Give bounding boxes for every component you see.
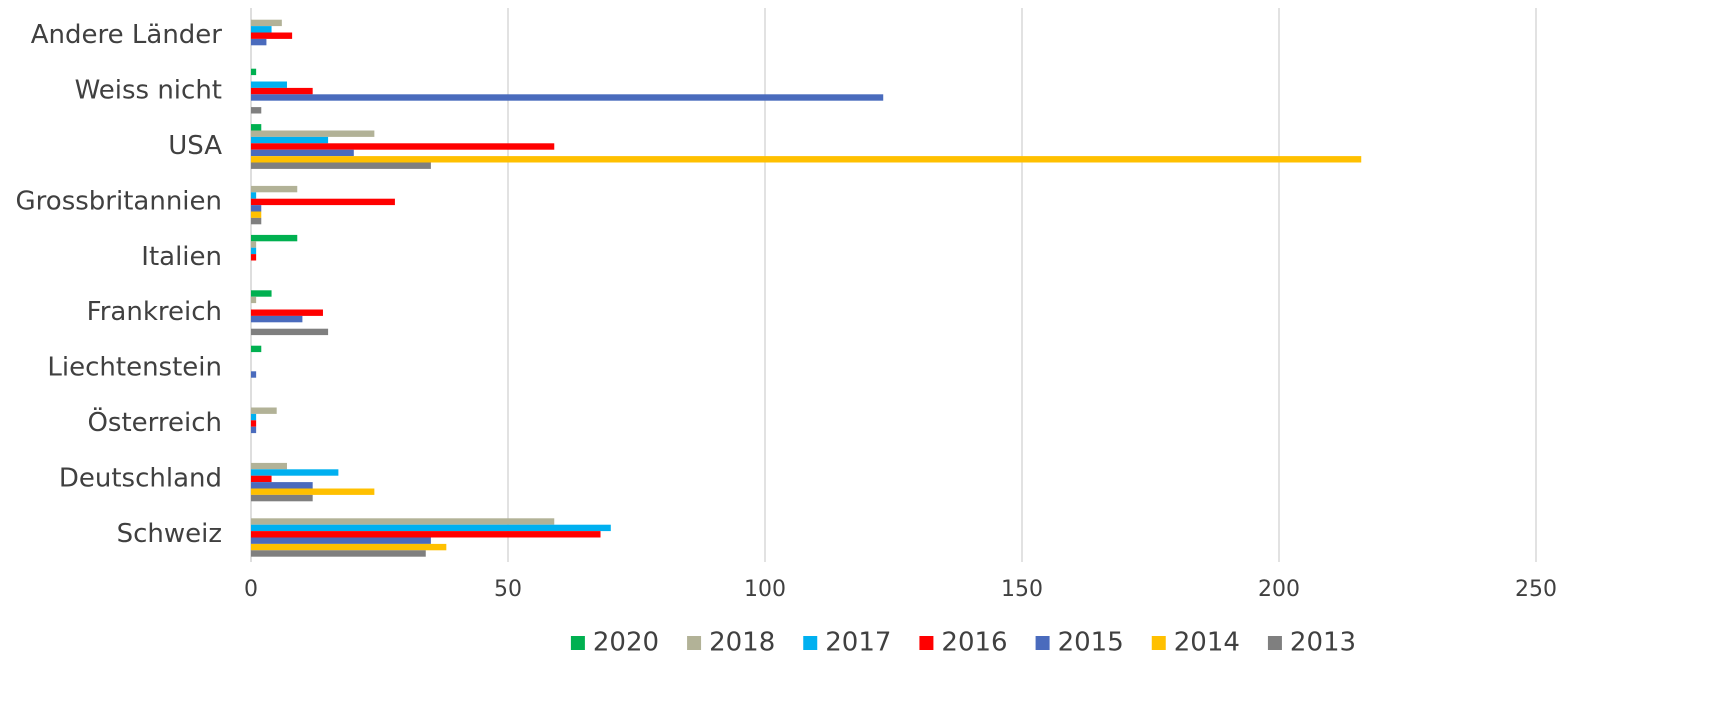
bar	[251, 518, 555, 525]
legend-swatch	[803, 636, 818, 650]
bar	[251, 531, 601, 538]
bar	[251, 315, 303, 323]
bar	[251, 296, 257, 304]
bar	[251, 309, 323, 316]
bar	[251, 38, 267, 46]
bar	[251, 543, 447, 551]
bar	[251, 328, 329, 336]
y-tick-label: Frankreich	[87, 297, 222, 327]
legend-swatch	[1151, 636, 1166, 650]
bar	[251, 205, 262, 212]
y-tick-label: Grossbritannien	[16, 186, 222, 216]
bar	[251, 407, 277, 414]
bar	[251, 494, 313, 502]
x-tick-label: 150	[1001, 577, 1043, 602]
x-tick-label: 200	[1258, 577, 1300, 602]
bar	[251, 241, 257, 248]
bar	[251, 192, 257, 199]
bar	[251, 162, 431, 169]
bar	[251, 290, 272, 297]
bar	[251, 371, 257, 378]
legend-label: 2013	[1290, 628, 1356, 658]
bar	[251, 68, 257, 76]
legend-label: 2014	[1174, 628, 1240, 658]
bar	[251, 87, 313, 95]
x-tick-label: 100	[744, 577, 786, 602]
x-tick-label: 0	[244, 577, 258, 602]
bar	[251, 217, 262, 225]
y-tick-label: Italien	[141, 242, 222, 272]
y-tick-label: Weiss nicht	[75, 76, 222, 106]
y-tick-label: Liechtenstein	[47, 353, 222, 383]
legend-label: 2017	[825, 628, 891, 658]
bar	[251, 136, 329, 144]
legend-label: 2020	[593, 628, 659, 658]
legend-swatch	[687, 636, 702, 650]
legend-label: 2018	[709, 628, 775, 658]
bar	[251, 426, 257, 434]
bar	[251, 469, 339, 476]
bar	[251, 234, 298, 242]
bar	[251, 475, 272, 483]
y-tick-label: Österreich	[87, 406, 222, 438]
bar	[251, 254, 257, 261]
legend-swatch	[1035, 636, 1050, 650]
bar	[251, 462, 287, 470]
bar	[251, 420, 257, 427]
legend-swatch	[919, 636, 934, 650]
legend-swatch	[570, 636, 585, 650]
y-tick-label: Andere Länder	[31, 20, 223, 50]
bar	[251, 550, 426, 557]
x-tick-label: 250	[1515, 577, 1557, 602]
bar	[251, 81, 287, 88]
bar	[251, 26, 272, 33]
bar	[251, 94, 884, 101]
bar	[251, 247, 257, 255]
y-tick-label: Schweiz	[117, 519, 222, 549]
bar	[251, 19, 282, 27]
bar	[251, 185, 298, 193]
bar	[251, 482, 313, 489]
bar	[251, 107, 262, 114]
legend-label: 2015	[1058, 628, 1124, 658]
y-tick-label: Deutschland	[59, 463, 222, 493]
bar	[251, 124, 262, 131]
bar	[251, 130, 375, 137]
bar	[251, 211, 262, 218]
bar	[251, 488, 375, 495]
x-tick-label: 50	[494, 577, 522, 602]
y-tick-label: USA	[168, 131, 222, 161]
bar	[251, 143, 555, 150]
bar	[251, 149, 354, 157]
bar	[251, 198, 395, 206]
bar	[251, 345, 262, 353]
bar	[251, 537, 431, 544]
bar	[251, 156, 1362, 163]
bar	[251, 413, 257, 421]
legend-swatch	[1267, 636, 1282, 650]
bar	[251, 524, 611, 532]
bar	[251, 32, 293, 39]
legend-label: 2016	[941, 628, 1007, 658]
